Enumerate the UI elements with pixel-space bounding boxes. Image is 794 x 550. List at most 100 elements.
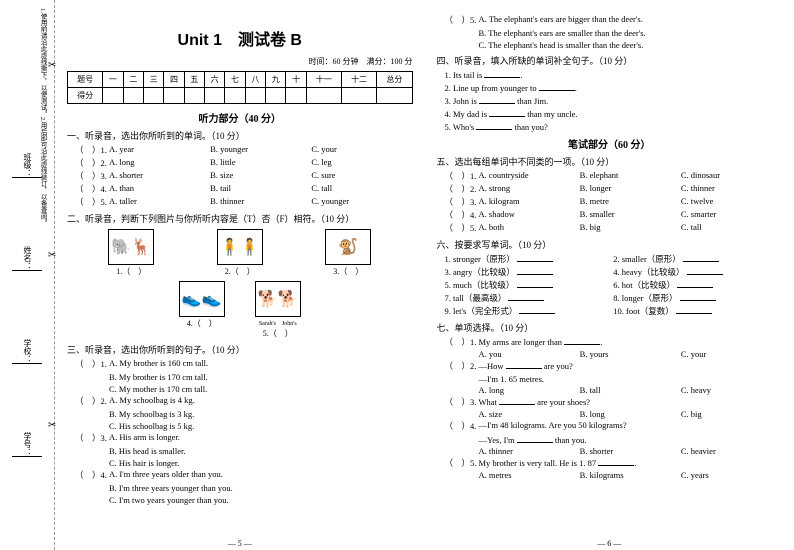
score-header-cell: 五 bbox=[184, 72, 204, 88]
carry-item: C. The elephant's head is smaller than t… bbox=[479, 40, 783, 50]
q7-item: （ ）3.What are your shoes? bbox=[445, 396, 783, 408]
choice-opt: C. His hair is longer. bbox=[109, 458, 413, 468]
written-head: 笔试部分（60 分） bbox=[437, 136, 783, 151]
choice-row: （ ）2.A. My schoolbag is 4 kg. bbox=[75, 395, 413, 407]
label-school: 学校： bbox=[12, 339, 42, 364]
score-cell bbox=[103, 88, 123, 104]
choice-opt: B. His head is smaller. bbox=[109, 446, 413, 456]
choice-row: （ ）2.A. longB. littleC. leg bbox=[75, 157, 413, 169]
choice-opt: B. My brother is 170 cm tall. bbox=[109, 372, 413, 382]
score-header-cell: 七 bbox=[225, 72, 245, 88]
score-table: 题号一二三四五六七八九十十一十二总分 得分 bbox=[67, 71, 413, 104]
sidebar-note: 1.使用前请沿此虚线撕下，以便测试。2.用后即可沿此虚线装订，以备查阅。 bbox=[38, 8, 47, 226]
test-title: Unit 1 测试卷 B bbox=[67, 26, 413, 50]
score-cell bbox=[377, 88, 412, 104]
pair-row: 9. let's（完全形式） 10. foot（复数） bbox=[445, 305, 783, 317]
carry-item: B. The elephant's ears are smaller than … bbox=[479, 28, 783, 38]
score-header-cell: 九 bbox=[266, 72, 286, 88]
carry-item: （ ）5.A. The elephant's ears are bigger t… bbox=[445, 14, 783, 26]
choice-row: （ ）1.A. yearB. youngerC. your bbox=[75, 144, 413, 156]
q7-item: （ ）4.—I'm 48 kilograms. Are you 50 kilog… bbox=[445, 420, 783, 432]
pair-row: 5. much（比较级） 6. hot（比较级） bbox=[445, 279, 783, 291]
q7-item: （ ）5.My brother is very tall. He is 1. 8… bbox=[445, 457, 783, 469]
score-cell bbox=[266, 88, 286, 104]
score-header-cell: 八 bbox=[245, 72, 265, 88]
q5-head: 五、选出每组单词中不同类的一项。（10 分） bbox=[437, 155, 783, 168]
q7-item: （ ）2.—How are you? bbox=[445, 360, 783, 372]
score-header-cell: 题号 bbox=[68, 72, 103, 88]
choice-row: （ ）4.A. thanB. tailC. tall bbox=[75, 183, 413, 195]
fill-item: 4. My dad is than my uncle. bbox=[445, 108, 783, 119]
q2-img1: 🐘🦌 bbox=[108, 229, 154, 265]
q2-img4: 👟👟 bbox=[179, 281, 225, 317]
q7-sub: —I'm 1. 65 metres. bbox=[479, 374, 783, 384]
score-header-cell: 三 bbox=[143, 72, 163, 88]
score-header-cell: 二 bbox=[123, 72, 143, 88]
time-score-info: 时间：60 分钟 满分：100 分 bbox=[67, 56, 413, 67]
choice-row: （ ）3.A. kilogramB. metreC. twelve bbox=[445, 196, 783, 208]
footer-left: — 5 — bbox=[55, 539, 425, 548]
listening-head: 听力部分（40 分） bbox=[67, 110, 413, 125]
score-cell bbox=[225, 88, 245, 104]
q7-opts: A. longB. tallC. heavy bbox=[479, 385, 783, 395]
score-row-label: 得分 bbox=[68, 88, 103, 104]
choice-row: （ ）2.A. strongB. longerC. thinner bbox=[445, 183, 783, 195]
score-cell bbox=[184, 88, 204, 104]
choice-row: （ ）4.A. I'm three years older than you. bbox=[75, 469, 413, 481]
score-header-cell: 十一 bbox=[306, 72, 341, 88]
q1-head: 一、听录音，选出你所听到的单词。（10 分） bbox=[67, 129, 413, 142]
binding-sidebar: 1.使用前请沿此虚线撕下，以便测试。2.用后即可沿此虚线装订，以备查阅。 ✂ ✂… bbox=[0, 0, 55, 550]
fill-item: 3. John is than Jim. bbox=[445, 95, 783, 106]
choice-row: （ ）1.A. countrysideB. elephantC. dinosau… bbox=[445, 170, 783, 182]
q7-opts: A. youB. yoursC. your bbox=[479, 349, 783, 359]
footer-right: — 6 — bbox=[425, 539, 794, 548]
page-left: Unit 1 测试卷 B 时间：60 分钟 满分：100 分 题号一二三四五六七… bbox=[55, 0, 425, 550]
score-header-cell: 六 bbox=[204, 72, 224, 88]
choice-opt: B. My schoolbag is 3 kg. bbox=[109, 409, 413, 419]
choice-opt: C. My mother is 170 cm tall. bbox=[109, 384, 413, 394]
page-right: （ ）5.A. The elephant's ears are bigger t… bbox=[425, 0, 794, 550]
q7-opts: A. sizeB. longC. big bbox=[479, 409, 783, 419]
score-cell bbox=[204, 88, 224, 104]
q2-img3: 🐒 bbox=[325, 229, 371, 265]
q4-head: 四、听录音，填入所缺的单词补全句子。（10 分） bbox=[437, 54, 783, 67]
q3-head: 三、听录音，选出你所听到的句子。（10 分） bbox=[67, 343, 413, 356]
q7-opts: A. thinnerB. shorterC. heavier bbox=[479, 446, 783, 456]
choice-opt: C. I'm two years younger than you. bbox=[109, 495, 413, 505]
label-number: 学号： bbox=[12, 432, 42, 457]
score-cell bbox=[245, 88, 265, 104]
score-header-cell: 十 bbox=[286, 72, 306, 88]
q7-head: 七、单项选择。（10 分） bbox=[437, 321, 783, 334]
fill-item: 2. Line up from younger to . bbox=[445, 82, 783, 93]
q2-img5: 🐕🐕 bbox=[255, 281, 301, 317]
choice-row: （ ）5.A. bothB. bigC. tall bbox=[445, 222, 783, 234]
choice-opt: C. His schoolbag is 5 kg. bbox=[109, 421, 413, 431]
pair-row: 7. tall（最高级） 8. longer（原形） bbox=[445, 292, 783, 304]
choice-row: （ ）5.A. tallerB. thinnerC. younger bbox=[75, 196, 413, 208]
choice-row: （ ）1.A. My brother is 160 cm tall. bbox=[75, 358, 413, 370]
q2-img2: 🧍🧍 bbox=[217, 229, 263, 265]
q6-head: 六、按要求写单词。（10 分） bbox=[437, 238, 783, 251]
score-header-cell: 一 bbox=[103, 72, 123, 88]
choice-opt: B. I'm three years younger than you. bbox=[109, 483, 413, 493]
q7-item: （ ）1.My arms are longer than . bbox=[445, 336, 783, 348]
score-header-cell: 十二 bbox=[341, 72, 376, 88]
fill-item: 1. Its tail is . bbox=[445, 69, 783, 80]
q2-images-row2: 👟👟4.（ ） 🐕🐕Sarah's John's5.（ ） bbox=[77, 281, 403, 339]
score-cell bbox=[286, 88, 306, 104]
score-cell bbox=[306, 88, 341, 104]
score-header-cell: 总分 bbox=[377, 72, 412, 88]
score-cell bbox=[143, 88, 163, 104]
fill-item: 5. Who's than you? bbox=[445, 121, 783, 132]
pair-row: 3. angry（比较级） 4. heavy（比较级） bbox=[445, 266, 783, 278]
q7-sub: —Yes, I'm than you. bbox=[479, 434, 783, 445]
q7-opts: A. metresB. kilogramsC. years bbox=[479, 470, 783, 480]
q2-images-row1: 🐘🦌1.（ ） 🧍🧍2.（ ） 🐒3.（ ） bbox=[77, 229, 403, 277]
q2-head: 二、听录音，判断下列图片与你所听内容是（T）否（F）相符。（10 分） bbox=[67, 212, 413, 225]
score-cell bbox=[341, 88, 376, 104]
choice-row: （ ）3.A. shorterB. sizeC. sure bbox=[75, 170, 413, 182]
label-name: 姓名： bbox=[12, 246, 42, 271]
score-cell bbox=[123, 88, 143, 104]
choice-row: （ ）3.A. His arm is longer. bbox=[75, 432, 413, 444]
score-cell bbox=[164, 88, 184, 104]
